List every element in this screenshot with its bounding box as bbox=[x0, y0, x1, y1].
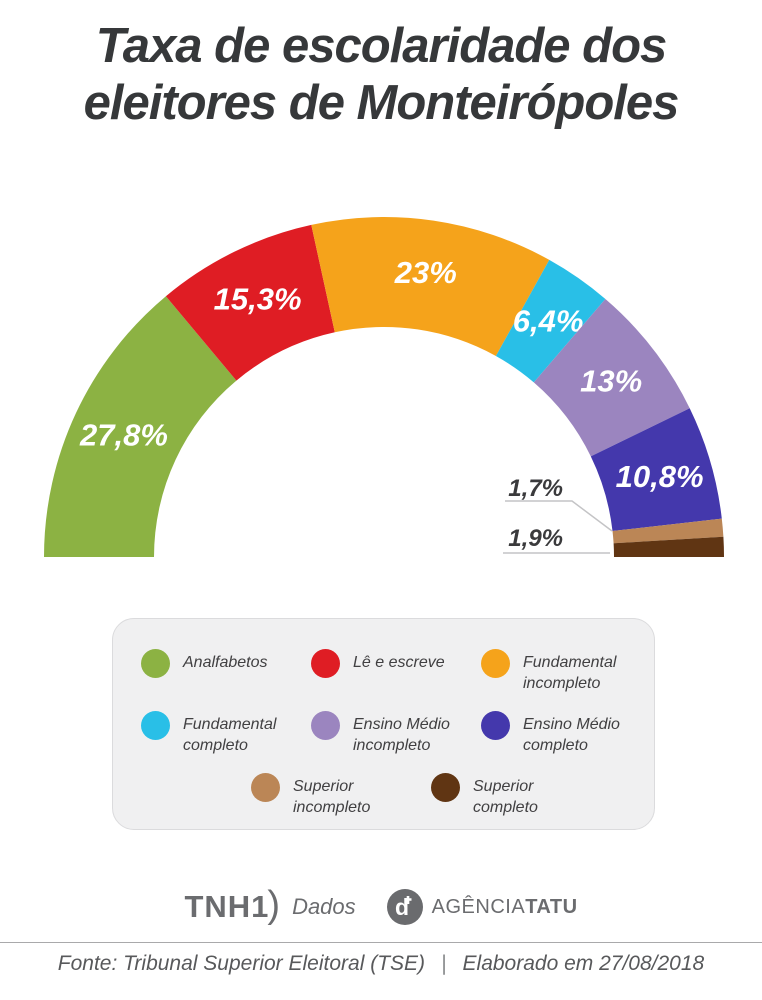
agencia-tatu-logo: d AGÊNCIATATU bbox=[386, 888, 578, 926]
source-line: Fonte: Tribunal Superior Eleitoral (TSE)… bbox=[0, 952, 762, 976]
legend-swatch bbox=[311, 711, 340, 740]
legend-row: Superior incompleto Superior completo bbox=[251, 773, 654, 818]
donut-segment-8 bbox=[613, 536, 724, 557]
legend-row: Fundamental completo Ensino Médio incompl… bbox=[141, 711, 654, 756]
donut-segment-5 bbox=[533, 299, 690, 457]
legend-swatch bbox=[141, 649, 170, 678]
legend: Analfabetos Lê e escreve Fundamental incom… bbox=[112, 618, 655, 830]
half-donut-chart: 27,8% 15,3% 23% 6,4% 13% 10,8% 1,7% 1,9% bbox=[44, 217, 724, 557]
callout-percentage-label: 1,9% bbox=[508, 525, 563, 552]
segment-percentage-label: 15,3% bbox=[214, 281, 302, 316]
donut-segment-4 bbox=[495, 259, 606, 383]
segment-percentage-label: 23% bbox=[394, 255, 457, 290]
segment-percentage-label: 13% bbox=[580, 364, 642, 399]
legend-swatch bbox=[481, 711, 510, 740]
page-title-line2: eleitores de Monteirópoles bbox=[83, 76, 680, 131]
segment-percentage-label: 6,4% bbox=[513, 304, 584, 339]
legend-row: Analfabetos Lê e escreve Fundamental incom… bbox=[141, 649, 654, 694]
tnh1-logo-paren: ) bbox=[267, 883, 281, 926]
legend-swatch bbox=[481, 649, 510, 678]
callout-percentage-label: 1,7% bbox=[508, 475, 563, 502]
legend-label: Lê e escreve bbox=[353, 654, 445, 671]
page-title-line1: Taxa de escolaridade dos bbox=[95, 19, 668, 73]
elaborated-text: Elaborado em 27/08/2018 bbox=[462, 952, 705, 975]
tnh1-logo-text: TNH1 bbox=[184, 889, 270, 924]
legend-label: Fundamental incompleto bbox=[523, 654, 617, 692]
segment-percentage-label: 10,8% bbox=[616, 459, 704, 494]
legend-label: Analfabetos bbox=[183, 654, 268, 671]
legend-label: Fundamental completo bbox=[183, 716, 277, 754]
legend-item: Analfabetos bbox=[141, 649, 311, 694]
page-title: Taxa de escolaridade dos eleitores de Mo… bbox=[0, 18, 762, 133]
callout-line bbox=[505, 500, 613, 532]
legend-label: Superior completo bbox=[473, 778, 538, 816]
legend-label: Ensino Médio incompleto bbox=[353, 716, 450, 754]
donut-segment-7 bbox=[612, 518, 724, 544]
source-text: Fonte: Tribunal Superior Eleitoral (TSE) bbox=[57, 952, 426, 975]
legend-label: Ensino Médio completo bbox=[523, 716, 620, 754]
agencia-tatu-label: AGÊNCIATATU bbox=[432, 896, 578, 919]
agencia-label-bold: TATU bbox=[525, 895, 578, 918]
tnh1-dados-logo: TNH1 ) Dados bbox=[184, 883, 356, 929]
agencia-label-regular: AGÊNCIA bbox=[431, 895, 526, 918]
legend-item: Fundamental incompleto bbox=[481, 649, 651, 694]
footer-logos: TNH1 ) Dados d AGÊNCIATATU bbox=[0, 884, 762, 930]
legend-swatch bbox=[141, 711, 170, 740]
legend-item: Superior completo bbox=[431, 773, 611, 818]
legend-item: Fundamental completo bbox=[141, 711, 311, 756]
agencia-tatu-icon: d bbox=[386, 889, 423, 925]
tnh1-dados-label: Dados bbox=[292, 894, 356, 919]
source-separator: | bbox=[441, 952, 447, 975]
footer-divider bbox=[0, 942, 762, 943]
legend-swatch bbox=[431, 773, 460, 802]
legend-item: Superior incompleto bbox=[251, 773, 431, 818]
segment-percentage-label: 27,8% bbox=[79, 418, 168, 453]
donut-segment-3 bbox=[311, 217, 550, 356]
donut-segment-1 bbox=[44, 296, 237, 557]
donut-segment-6 bbox=[590, 408, 722, 531]
legend-swatch bbox=[251, 773, 280, 802]
donut-segment-2 bbox=[165, 224, 335, 381]
legend-item: Ensino Médio incompleto bbox=[311, 711, 481, 756]
legend-item: Ensino Médio completo bbox=[481, 711, 651, 756]
legend-label: Superior incompleto bbox=[293, 778, 371, 816]
legend-swatch bbox=[311, 649, 340, 678]
legend-item: Lê e escreve bbox=[311, 649, 481, 694]
